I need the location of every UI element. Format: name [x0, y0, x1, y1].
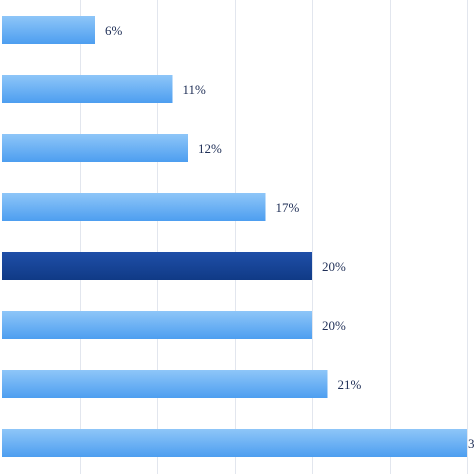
bar-highlighted: [2, 252, 312, 280]
bar: [2, 370, 328, 398]
bar-value-label: 20%: [322, 318, 346, 333]
bar: [2, 134, 188, 162]
bar-value-label: 11%: [183, 82, 207, 97]
bars: [2, 16, 467, 457]
bar-value-label: 20%: [322, 259, 346, 274]
bar: [2, 193, 266, 221]
bar-value-label: 21%: [338, 377, 362, 392]
bar-value-label: 3: [468, 436, 474, 451]
bar-value-label: 17%: [276, 200, 300, 215]
bar: [2, 75, 173, 103]
data-labels: 6% 11% 12% 17% 20% 20% 21% 3: [105, 23, 474, 451]
bar: [2, 16, 95, 44]
bar: [2, 311, 312, 339]
gridlines: [80, 0, 468, 474]
bar-value-label: 6%: [105, 23, 123, 38]
bar-value-label: 12%: [198, 141, 222, 156]
bar: [2, 429, 467, 457]
